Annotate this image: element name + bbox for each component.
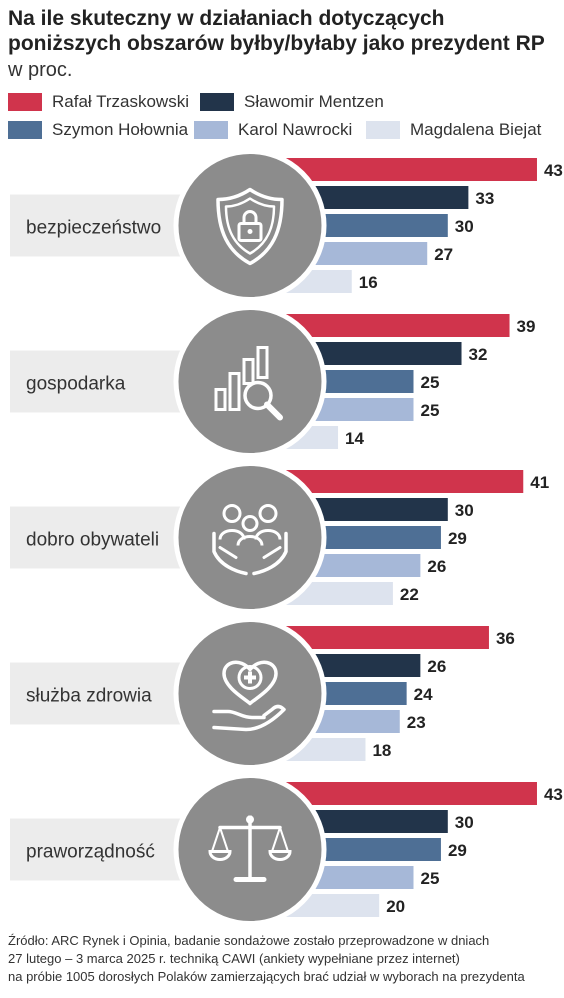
source-line-2: 27 lutego – 3 marca 2025 r. techniką CAW… [8, 951, 460, 966]
source-note: Źródło: ARC Rynek i Opinia, badanie sond… [8, 932, 560, 986]
icon-circle [173, 149, 327, 302]
chart-subtitle: w proc. [8, 59, 73, 81]
legend-item-holownia: Szymon Hołownia [8, 120, 188, 140]
bar [242, 782, 537, 805]
source-line-3: na próbie 1005 dorosłych Polaków zamierz… [8, 969, 525, 984]
data-label: 30 [455, 813, 474, 832]
icon-circle [173, 617, 327, 770]
chart-groups: bezpieczeństwo4333302716gospodarka393225… [10, 149, 563, 926]
legend: Rafał Trzaskowski Sławomir Mentzen Szymo… [8, 92, 564, 152]
data-label: 29 [448, 529, 467, 548]
data-label: 23 [407, 713, 426, 732]
data-label: 26 [427, 657, 446, 676]
data-label: 30 [455, 501, 474, 520]
chart-title: Na ile skuteczny w działaniach dotyczący… [8, 6, 558, 56]
legend-label-mentzen: Sławomir Mentzen [244, 92, 384, 111]
data-label: 25 [421, 869, 440, 888]
data-label: 43 [544, 785, 563, 804]
legend-swatch-holownia [8, 121, 42, 139]
legend-label-trzaskowski: Rafał Trzaskowski [52, 92, 189, 111]
legend-swatch-trzaskowski [8, 93, 42, 111]
legend-item-biejat: Magdalena Biejat [366, 120, 541, 140]
group-1: gospodarka 39 32 25 25 14 [10, 305, 536, 458]
data-label: 14 [345, 429, 364, 448]
data-label: 18 [372, 741, 391, 760]
legend-item-mentzen: Sławomir Mentzen [200, 92, 384, 112]
data-label: 20 [386, 897, 405, 916]
category-label: bezpieczeństwo [26, 218, 161, 239]
bar [242, 158, 537, 181]
chart-title-line-2: poniższych obszarów byłby/byłaby jako pr… [8, 32, 545, 55]
group-4: praworządność 43 30 29 25 20 [10, 773, 563, 926]
data-label: 25 [421, 401, 440, 420]
legend-item-nawrocki: Karol Nawrocki [194, 120, 352, 140]
data-label: 29 [448, 841, 467, 860]
legend-swatch-mentzen [200, 93, 234, 111]
legend-label-holownia: Szymon Hołownia [52, 120, 189, 139]
chart-title-line-1: Na ile skuteczny w działaniach dotyczący… [8, 7, 445, 30]
legend-label-biejat: Magdalena Biejat [410, 120, 542, 139]
legend-swatch-nawrocki [194, 121, 228, 139]
legend-label-nawrocki: Karol Nawrocki [238, 120, 353, 139]
category-label: praworządność [26, 842, 155, 863]
data-label: 26 [427, 557, 446, 576]
category-label: gospodarka [26, 374, 126, 395]
category-label: służba zdrowia [26, 686, 152, 707]
data-label: 39 [517, 317, 536, 336]
bar [242, 470, 524, 493]
data-label: 16 [359, 273, 378, 292]
legend-swatch-biejat [366, 121, 400, 139]
category-label: dobro obywateli [26, 530, 159, 551]
bar [242, 314, 510, 337]
data-label: 24 [414, 685, 433, 704]
data-label: 25 [421, 373, 440, 392]
legend-item-trzaskowski: Rafał Trzaskowski [8, 92, 189, 112]
group-3: służba zdrowia 36 26 24 23 18 [10, 617, 515, 770]
data-label: 43 [544, 161, 563, 180]
data-label: 22 [400, 585, 419, 604]
data-label: 32 [469, 345, 488, 364]
data-label: 33 [475, 189, 494, 208]
data-label: 30 [455, 217, 474, 236]
source-line-1: Źródło: ARC Rynek i Opinia, badanie sond… [8, 933, 490, 948]
icon-circle [173, 305, 327, 458]
data-label: 27 [434, 245, 453, 264]
bar-chart: bezpieczeństwo4333302716gospodarka393225… [10, 149, 563, 926]
data-label: 36 [496, 629, 515, 648]
data-label: 41 [530, 473, 549, 492]
